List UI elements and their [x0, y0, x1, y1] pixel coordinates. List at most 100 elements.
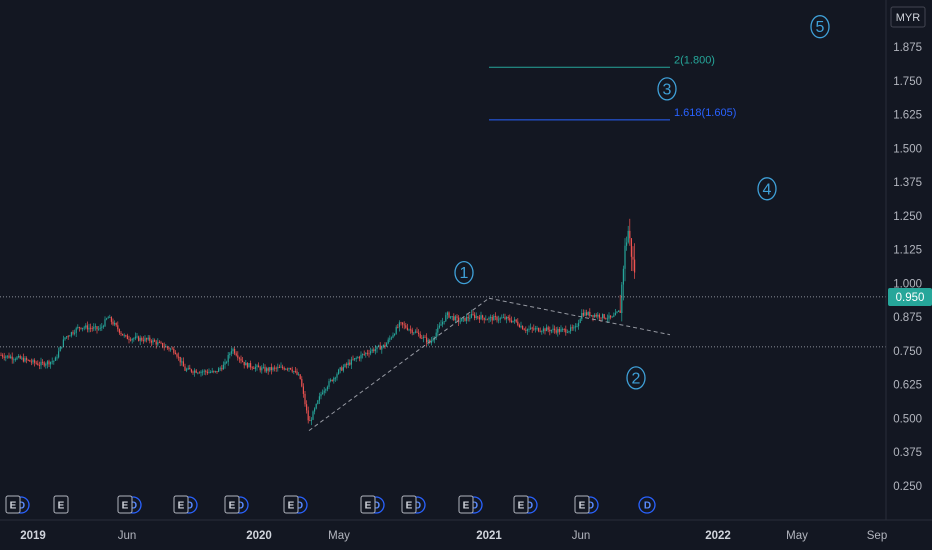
earnings-marker[interactable] — [401, 495, 417, 514]
candle-body — [301, 379, 303, 387]
candle-body — [395, 327, 397, 334]
candle-body — [48, 361, 50, 365]
candle-body — [334, 377, 336, 379]
wave-label-number: 5 — [816, 19, 825, 36]
x-tick-label: May — [328, 530, 350, 542]
wave-label-circle[interactable] — [657, 77, 677, 101]
candle-body — [616, 311, 618, 313]
candle-body — [85, 325, 87, 328]
candle-body — [504, 317, 506, 320]
price-axis[interactable]: 1.875 1.750 1.625 1.500 1.375 1.250 1.125 1.000… — [893, 42, 922, 493]
candle-body — [618, 310, 620, 312]
earnings-marker[interactable] — [173, 495, 189, 514]
dividend-marker-label: D — [373, 501, 380, 512]
candle-body — [214, 371, 216, 372]
candle-body — [360, 354, 362, 359]
candle-body — [318, 396, 320, 401]
earnings-marker[interactable] — [513, 495, 529, 514]
candle-body — [474, 314, 476, 318]
candle-body — [533, 328, 535, 330]
candle-body — [626, 242, 628, 246]
candle-body — [347, 362, 349, 365]
candle-body — [606, 318, 608, 320]
candle-body — [398, 322, 400, 328]
trendline-down[interactable] — [488, 297, 671, 336]
candle-body — [254, 366, 256, 369]
candle-body — [294, 371, 296, 372]
y-tick-label: 1.250 — [893, 211, 922, 223]
candle-body — [2, 355, 4, 357]
dividend-marker-label: D — [587, 501, 594, 512]
candle-body — [467, 316, 469, 319]
candle-body — [501, 317, 503, 319]
time-axis[interactable]: 2019 Jun 2020 May 2021 Jun 2022 May Sep — [20, 530, 887, 542]
candle-body — [405, 325, 407, 328]
candle-body — [176, 354, 178, 357]
candle-body — [286, 368, 288, 370]
candle-body — [62, 339, 64, 347]
candle-body — [555, 330, 557, 333]
candle-body — [126, 335, 128, 340]
candle-body — [253, 368, 255, 369]
candle-body — [440, 324, 442, 326]
candle-body — [632, 256, 634, 260]
fib-extension-levels[interactable]: 2(1.800) 1.618(1.605) — [489, 54, 736, 121]
x-tick-label: 2021 — [476, 530, 502, 542]
y-tick-label: 0.875 — [893, 312, 922, 324]
candle-body — [155, 341, 157, 345]
elliott-wave-labels[interactable]: 1 2 3 4 5 — [454, 15, 830, 390]
currency-label[interactable]: MYR — [890, 6, 926, 28]
candle-body — [539, 331, 541, 333]
candle-body — [133, 338, 135, 340]
x-tick-label: 2020 — [246, 530, 272, 542]
earnings-marker[interactable] — [283, 495, 299, 514]
candle-body — [112, 321, 114, 325]
candle-body — [245, 362, 247, 366]
candle-body — [43, 362, 45, 366]
earnings-dividend-markers[interactable]: DE E DE DE DE DE DE DE DE DE DE D — [5, 495, 656, 514]
candle-body — [550, 330, 552, 332]
wave-label-circle[interactable] — [626, 366, 646, 390]
dividend-marker[interactable] — [638, 496, 656, 514]
candle-body — [358, 357, 360, 359]
wave-label-circle[interactable] — [810, 15, 830, 39]
earnings-marker[interactable] — [224, 495, 240, 514]
candle-body — [78, 327, 80, 328]
candle-body — [546, 327, 548, 332]
candle-body — [608, 315, 610, 319]
wave-label-number: 1 — [460, 265, 469, 282]
candle-body — [482, 315, 484, 318]
candle-body — [366, 352, 368, 354]
candle-body — [13, 359, 15, 361]
earnings-marker[interactable] — [574, 495, 590, 514]
earnings-marker[interactable] — [53, 495, 69, 514]
candle-body — [579, 319, 581, 323]
candle-body — [56, 357, 58, 359]
candle-body — [558, 329, 560, 332]
earnings-marker[interactable] — [458, 495, 474, 514]
candle-body — [104, 319, 106, 327]
candle-body — [30, 361, 32, 363]
candle-body — [42, 361, 44, 363]
candle-body — [274, 367, 276, 369]
earnings-marker[interactable] — [5, 495, 21, 514]
candle-body — [480, 315, 482, 320]
earnings-marker[interactable] — [117, 495, 133, 514]
candle-body — [598, 314, 600, 318]
y-tick-label: 0.625 — [893, 380, 922, 392]
earnings-marker[interactable] — [360, 495, 376, 514]
x-tick-label: Jun — [118, 530, 137, 542]
wave-label-number: 4 — [763, 181, 772, 198]
candle-body — [466, 316, 468, 321]
trendline-up[interactable] — [308, 297, 490, 432]
candle-body — [251, 367, 253, 369]
wave-label-circle[interactable] — [757, 177, 777, 201]
wave-label-circle[interactable] — [454, 260, 474, 285]
candle-body — [46, 361, 48, 365]
candle-body — [488, 317, 490, 320]
candle-body — [624, 245, 626, 269]
candle-body — [86, 325, 88, 330]
candle-body — [179, 356, 181, 363]
candle-body — [117, 325, 119, 330]
